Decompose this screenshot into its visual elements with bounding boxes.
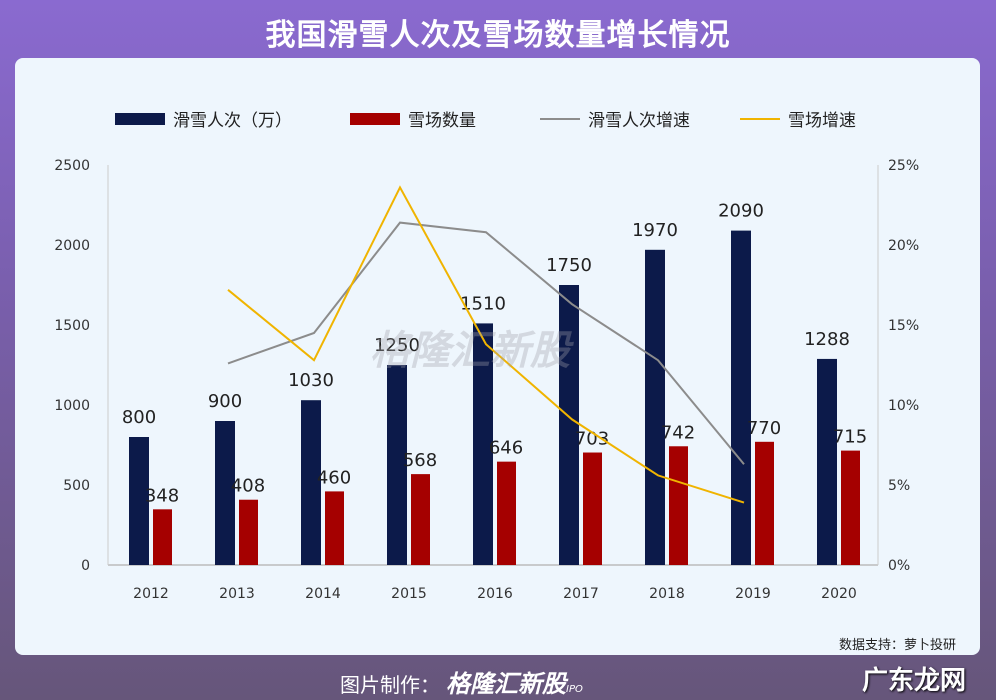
data-label-ski-resorts: 742 (661, 422, 695, 443)
right-tick-label: 15% (888, 318, 919, 334)
brand-logo: 格隆汇新股 (446, 670, 566, 698)
legend-swatch (115, 113, 165, 125)
data-label-ski-visits: 1510 (460, 293, 506, 314)
data-label-ski-visits: 1970 (632, 220, 678, 241)
data-label-ski-resorts: 460 (317, 467, 351, 488)
bar-ski-visits (301, 400, 321, 565)
left-tick-label: 2500 (54, 158, 90, 174)
data-label-ski-visits: 1750 (546, 255, 592, 276)
bar-ski-visits (731, 230, 751, 565)
bar-ski-visits (215, 421, 235, 565)
bar-ski-resorts (239, 499, 258, 565)
data-label-ski-resorts: 348 (145, 485, 179, 506)
left-tick-label: 0 (81, 558, 90, 574)
data-label-ski-visits: 2090 (718, 201, 764, 222)
x-tick-label: 2012 (133, 586, 169, 602)
bar-ski-resorts (497, 461, 516, 565)
legend-label: 滑雪人次（万） (173, 111, 292, 131)
data-label-ski-resorts: 646 (489, 438, 523, 459)
x-tick-label: 2019 (735, 586, 771, 602)
bar-ski-visits (645, 249, 665, 566)
data-source: 数据支持：萝卜投研 (838, 638, 956, 653)
bar-ski-resorts (841, 450, 860, 565)
right-tick-label: 10% (888, 398, 919, 414)
right-tick-label: 20% (888, 238, 919, 254)
data-label-ski-visits: 900 (208, 391, 242, 412)
brand-ipo: IPO (566, 684, 583, 695)
legend-label: 滑雪人次增速 (588, 111, 690, 131)
x-tick-label: 2020 (821, 586, 857, 602)
watermark: 格隆汇新股 (370, 328, 570, 374)
site-logo: 广东龙网 (861, 666, 966, 696)
page-title: 我国滑雪人次及雪场数量增长情况 (265, 18, 731, 53)
data-label-ski-visits: 800 (122, 407, 156, 428)
legend-swatch (350, 113, 400, 125)
bar-ski-resorts (411, 474, 430, 565)
x-tick-label: 2015 (391, 586, 427, 602)
line-resort-growth (227, 185, 745, 504)
right-tick-label: 25% (888, 158, 919, 174)
left-tick-label: 500 (63, 478, 90, 494)
bar-ski-resorts (153, 509, 172, 565)
x-tick-label: 2017 (563, 586, 599, 602)
x-tick-label: 2016 (477, 586, 513, 602)
data-label-ski-visits: 1250 (374, 335, 420, 356)
bar-ski-resorts (325, 491, 344, 565)
line-visit-growth (227, 221, 745, 465)
legend-label: 雪场数量 (408, 111, 476, 131)
x-tick-label: 2014 (305, 586, 341, 602)
right-tick-label: 5% (888, 478, 910, 494)
legend-label: 雪场增速 (788, 111, 856, 131)
data-label-ski-resorts: 770 (747, 418, 781, 439)
data-label-ski-visits: 1030 (288, 370, 334, 391)
left-tick-label: 1500 (54, 318, 90, 334)
x-tick-label: 2013 (219, 586, 255, 602)
bar-ski-visits (129, 437, 149, 565)
bar-ski-resorts (583, 452, 602, 565)
left-tick-label: 1000 (54, 398, 90, 414)
data-label-ski-resorts: 703 (575, 429, 609, 450)
data-label-ski-visits: 1288 (804, 329, 850, 350)
footer: 图片制作： 格隆汇新股IPO (340, 664, 583, 699)
bar-ski-visits (387, 365, 407, 565)
right-tick-label: 0% (888, 558, 910, 574)
footer-label: 图片制作： (340, 673, 440, 697)
bar-ski-visits (559, 285, 579, 565)
bar-ski-resorts (669, 446, 688, 565)
bar-ski-visits (817, 358, 837, 565)
bar-ski-resorts (755, 441, 774, 565)
bar-ski-visits (473, 323, 493, 565)
data-label-ski-resorts: 715 (833, 427, 867, 448)
x-tick-label: 2018 (649, 586, 685, 602)
left-tick-label: 2000 (54, 238, 90, 254)
data-label-ski-resorts: 408 (231, 476, 265, 497)
data-label-ski-resorts: 568 (403, 450, 437, 471)
